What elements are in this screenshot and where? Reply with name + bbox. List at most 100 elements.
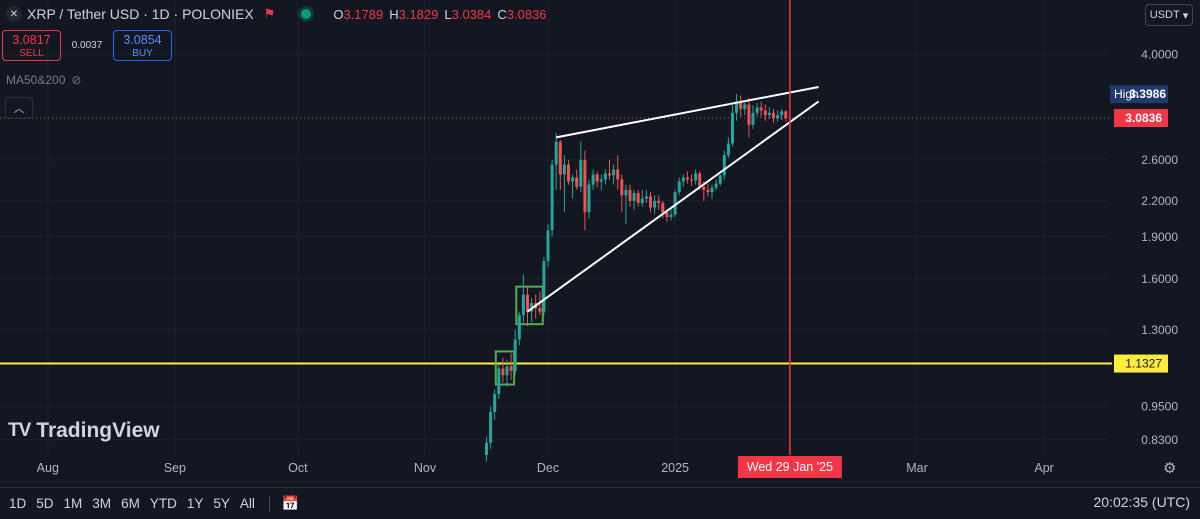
grid <box>0 0 1112 455</box>
y-tick-label: 2.2000 <box>1141 194 1178 208</box>
candle-body <box>628 189 632 201</box>
range-1d[interactable]: 1D <box>9 496 27 511</box>
x-tick-label: Oct <box>288 461 308 475</box>
range-1y[interactable]: 1Y <box>186 496 204 511</box>
buy-button[interactable]: 3.0854 BUY <box>113 30 172 61</box>
candle-body <box>780 111 784 116</box>
candle-body <box>636 193 640 204</box>
candle-body <box>702 186 706 190</box>
chart-header: ✕ XRP / Tether USD · 1D · POLONIEX ⚑ O3.… <box>6 4 547 24</box>
candle-body <box>554 141 558 165</box>
trendlines <box>526 86 820 313</box>
candle-body <box>759 107 763 111</box>
candle-body <box>735 101 739 113</box>
x-tick-label: Aug <box>37 461 59 475</box>
candle-body <box>669 214 673 217</box>
candle-body <box>710 187 714 193</box>
candle-body <box>649 196 652 208</box>
candle-body <box>644 196 648 199</box>
symbol-title[interactable]: XRP / Tether USD · 1D · POLONIEX <box>27 6 254 22</box>
support-price-label: 1.1327 <box>1125 357 1162 371</box>
candle-body <box>562 164 566 175</box>
support-price-tag <box>1114 354 1168 373</box>
candle-body <box>587 184 591 213</box>
time-axis: Aug Sep Oct Nov Dec 2025 Mar Apr <box>37 461 1054 475</box>
candle-body <box>755 107 759 113</box>
spread-value: 0.0037 <box>71 40 103 51</box>
candle-body <box>661 203 665 213</box>
last-price-tag <box>1114 109 1168 128</box>
tv-logo-icon: TV <box>8 420 31 441</box>
calendar-icon[interactable]: 📅 <box>281 495 300 511</box>
candle-body <box>517 315 521 340</box>
last-price-label: 3.0836 <box>1125 111 1162 125</box>
candle-body <box>632 193 636 201</box>
y-tick-label: 1.6000 <box>1141 272 1178 286</box>
high-price-tag <box>1110 85 1168 104</box>
candle-body <box>673 192 677 215</box>
clock[interactable]: 20:02:35 (UTC) <box>1093 494 1190 510</box>
candle-body <box>546 230 550 262</box>
currency-select[interactable]: USDT ▾ <box>1145 4 1193 26</box>
candle-body <box>751 112 755 125</box>
high-value: 3.3986 <box>1129 87 1166 101</box>
candle-body <box>505 366 509 376</box>
candle-body <box>690 179 693 181</box>
candle-body <box>571 177 575 182</box>
candle-body <box>595 174 599 182</box>
flag-icon[interactable]: ⚑ <box>263 6 276 21</box>
candle-body <box>608 173 611 176</box>
range-1m[interactable]: 1M <box>63 496 83 511</box>
crosshair-date-tag <box>737 456 842 478</box>
candle-body <box>681 177 685 182</box>
trendline <box>526 100 820 313</box>
range-6m[interactable]: 6M <box>121 496 140 511</box>
candle-body <box>497 368 501 395</box>
candle-body <box>493 394 497 412</box>
candle-body <box>739 101 743 109</box>
range-5y[interactable]: 5Y <box>213 496 230 511</box>
candle-body <box>767 112 771 116</box>
x-tick-label: Mar <box>906 461 928 475</box>
ohlc-values: O3.1789 H3.1829 L3.0384 C3.0836 <box>333 6 547 22</box>
candle-body <box>685 177 689 180</box>
candle-body <box>575 177 579 187</box>
candle-body <box>763 110 767 116</box>
candle-body <box>694 173 698 181</box>
candle-body <box>718 175 722 184</box>
price-axis: 4.0000 2.6000 2.2000 1.9000 1.6000 1.3000 0.95… <box>1110 47 1178 447</box>
range-3m[interactable]: 3M <box>92 496 112 511</box>
high-label: High <box>1114 87 1139 101</box>
gear-icon[interactable]: ⚙ <box>1163 460 1177 477</box>
trendline <box>556 86 819 139</box>
sell-button[interactable]: 3.0817 SELL <box>2 30 61 61</box>
candle-body <box>640 198 644 204</box>
candle-body <box>612 169 616 176</box>
x-tick-label: 2025 <box>661 461 689 475</box>
candle-body <box>677 181 681 193</box>
candle-body <box>776 115 780 119</box>
candle-body <box>501 368 505 376</box>
range-ytd[interactable]: YTD <box>149 496 177 511</box>
y-tick-label: 0.8300 <box>1141 433 1178 447</box>
market-status-icon <box>301 9 312 19</box>
candle-body <box>747 104 751 125</box>
candle-body <box>772 112 775 119</box>
candle-body <box>714 183 718 188</box>
chevron-down-icon: ▾ <box>1182 9 1189 22</box>
range-all[interactable]: All <box>239 496 255 511</box>
indicator-label: MA50&200 <box>6 73 66 87</box>
range-5d[interactable]: 5D <box>36 496 54 511</box>
candle-body <box>620 179 624 196</box>
trade-panel: 3.0817 SELL 0.0037 3.0854 BUY <box>2 30 172 61</box>
collapse-legend-button[interactable]: ︿ <box>5 97 33 119</box>
crosshair-date-label: Wed 29 Jan '25 <box>747 460 833 474</box>
candle-body <box>657 200 661 204</box>
candle-body <box>698 173 702 187</box>
candle-body <box>526 294 529 312</box>
candle-body <box>550 164 554 231</box>
indicator-legend[interactable]: MA50&200 ⊘ <box>6 73 81 87</box>
y-tick-label: 4.0000 <box>1141 47 1178 61</box>
eye-off-icon[interactable]: ⊘ <box>71 73 82 87</box>
